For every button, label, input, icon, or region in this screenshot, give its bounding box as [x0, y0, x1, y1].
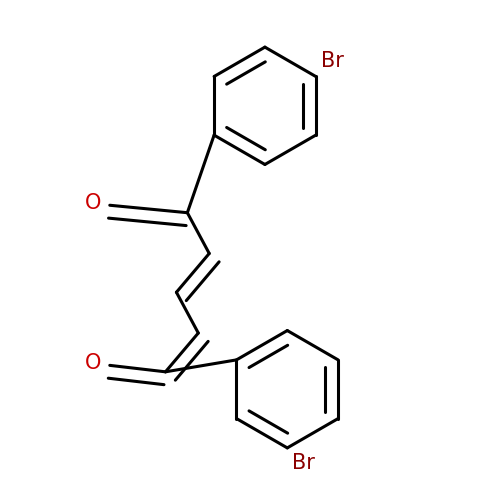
Text: O: O	[84, 193, 101, 213]
Text: Br: Br	[292, 453, 315, 473]
Text: O: O	[84, 353, 101, 373]
Text: Br: Br	[320, 52, 344, 72]
